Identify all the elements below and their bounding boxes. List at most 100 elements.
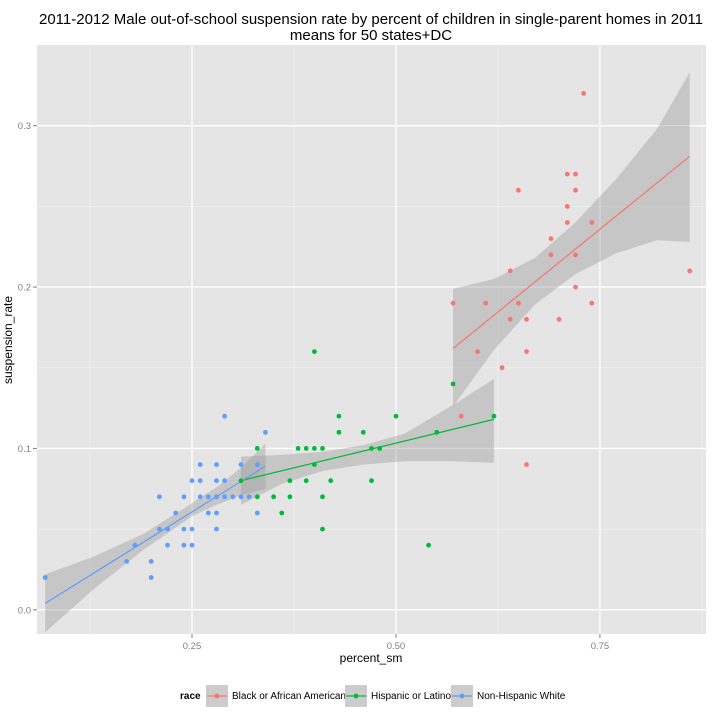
point-hispanic-or-latino-16 — [328, 478, 334, 484]
point-black-or-african-american-23 — [589, 220, 595, 225]
point-hispanic-or-latino-26 — [450, 381, 456, 387]
point-non-hispanic-white-14 — [189, 526, 195, 532]
y-tick-label-3: 0.3 — [18, 121, 31, 132]
point-hispanic-or-latino-5 — [287, 478, 293, 484]
legend-key-point-black-or-african-american — [214, 693, 220, 699]
point-non-hispanic-white-31 — [238, 494, 244, 500]
x-tick-label-2: 0.75 — [591, 641, 610, 652]
x-axis-ticks: 0.25 0.50 0.75 — [183, 634, 609, 652]
point-non-hispanic-white-32 — [246, 494, 252, 500]
point-black-or-african-american-11 — [524, 462, 529, 467]
point-black-or-african-american-22 — [581, 91, 586, 96]
point-non-hispanic-white-34 — [254, 510, 260, 516]
point-non-hispanic-white-23 — [214, 494, 219, 500]
point-hispanic-or-latino-13 — [320, 446, 325, 451]
chart-subtitle: means for 50 states+DC — [290, 27, 452, 44]
grid-major — [37, 45, 706, 634]
point-hispanic-or-latino-10 — [312, 349, 317, 354]
point-non-hispanic-white-30 — [238, 462, 244, 467]
point-black-or-african-american-3 — [483, 300, 489, 306]
point-hispanic-or-latino-24 — [426, 542, 431, 548]
point-black-or-african-american-10 — [524, 349, 529, 354]
point-black-or-african-american-5 — [507, 268, 513, 274]
band-black-or-african-american — [453, 72, 690, 407]
plot-panel — [37, 45, 706, 634]
point-hispanic-or-latino-25 — [434, 429, 440, 435]
band-non-hispanic-white — [45, 443, 266, 633]
point-non-hispanic-white-17 — [197, 478, 203, 484]
confidence-bands — [45, 72, 690, 633]
point-black-or-african-american-14 — [556, 316, 562, 322]
point-non-hispanic-white-8 — [165, 542, 170, 548]
point-hispanic-or-latino-21 — [369, 478, 374, 484]
fit-line-black-or-african-american — [452, 155, 691, 349]
chart-title: 2011-2012 Male out-of-school suspension … — [39, 11, 703, 28]
chart-title-group: 2011-2012 Male out-of-school suspension … — [39, 11, 703, 44]
point-non-hispanic-white-21 — [214, 462, 219, 467]
band-hispanic-or-latino — [241, 379, 494, 505]
point-non-hispanic-white-4 — [148, 575, 154, 580]
fit-line-non-hispanic-white — [44, 465, 266, 604]
point-non-hispanic-white-29 — [230, 494, 236, 500]
y-tick-label-0: 0.0 — [18, 605, 31, 616]
point-hispanic-or-latino-8 — [303, 446, 309, 451]
point-hispanic-or-latino-18 — [336, 429, 342, 435]
point-hispanic-or-latino-9 — [303, 478, 309, 484]
point-black-or-african-american-0 — [450, 300, 456, 306]
point-hispanic-or-latino-4 — [279, 510, 285, 516]
point-non-hispanic-white-2 — [132, 542, 138, 548]
point-black-or-african-american-6 — [507, 316, 513, 322]
point-black-or-african-american-24 — [589, 300, 595, 306]
point-black-or-african-american-18 — [573, 171, 578, 177]
legend-key-point-non-hispanic-white — [459, 693, 465, 699]
point-hispanic-or-latino-6 — [287, 494, 293, 500]
point-non-hispanic-white-20 — [205, 510, 211, 516]
point-non-hispanic-white-25 — [214, 526, 219, 532]
point-non-hispanic-white-24 — [214, 510, 219, 516]
point-non-hispanic-white-9 — [173, 510, 179, 516]
point-black-or-african-american-4 — [499, 365, 505, 371]
point-hispanic-or-latino-7 — [295, 446, 301, 451]
y-axis-title: suspension_rate — [1, 296, 15, 384]
point-hispanic-or-latino-3 — [271, 494, 276, 500]
point-non-hispanic-white-7 — [165, 526, 170, 532]
fit-lines — [44, 155, 691, 604]
point-non-hispanic-white-11 — [181, 526, 187, 532]
x-tick-label-0: 0.25 — [183, 641, 202, 652]
point-hispanic-or-latino-0 — [238, 478, 244, 484]
y-tick-label-1: 0.1 — [18, 444, 31, 455]
point-black-or-african-american-17 — [564, 220, 570, 225]
point-hispanic-or-latino-15 — [320, 526, 325, 532]
point-black-or-african-american-16 — [564, 204, 570, 209]
point-black-or-african-american-8 — [516, 300, 521, 306]
legend-key-point-hispanic-or-latino — [353, 693, 359, 699]
point-non-hispanic-white-19 — [205, 494, 211, 500]
point-non-hispanic-white-13 — [189, 478, 195, 484]
fit-line-hispanic-or-latino — [240, 418, 495, 482]
point-non-hispanic-white-0 — [42, 575, 48, 580]
point-non-hispanic-white-33 — [254, 462, 260, 467]
point-non-hispanic-white-28 — [222, 494, 228, 500]
point-non-hispanic-white-27 — [222, 478, 228, 484]
point-black-or-african-american-21 — [573, 284, 578, 290]
point-black-or-african-american-7 — [516, 187, 521, 193]
point-non-hispanic-white-10 — [181, 494, 187, 500]
point-hispanic-or-latino-22 — [377, 446, 383, 451]
legend-label-non-hispanic-white: Non-Hispanic White — [477, 691, 566, 702]
point-black-or-african-american-2 — [475, 349, 480, 354]
x-axis-title: percent_sm — [340, 651, 403, 665]
point-hispanic-or-latino-2 — [254, 494, 260, 500]
point-non-hispanic-white-6 — [157, 526, 162, 532]
legend-title: race — [180, 691, 201, 702]
point-non-hispanic-white-22 — [214, 478, 219, 484]
point-black-or-african-american-9 — [524, 316, 529, 322]
legend-label-hispanic-or-latino: Hispanic or Latino — [371, 691, 451, 702]
y-tick-label-2: 0.2 — [18, 283, 31, 294]
point-non-hispanic-white-26 — [222, 413, 228, 419]
x-tick-label-1: 0.50 — [387, 641, 406, 652]
point-non-hispanic-white-15 — [189, 542, 195, 548]
point-black-or-african-american-1 — [458, 413, 464, 419]
legend-label-black-or-african-american: Black or African American — [232, 691, 346, 702]
point-hispanic-or-latino-19 — [360, 429, 366, 435]
point-black-or-african-american-12 — [548, 236, 554, 242]
